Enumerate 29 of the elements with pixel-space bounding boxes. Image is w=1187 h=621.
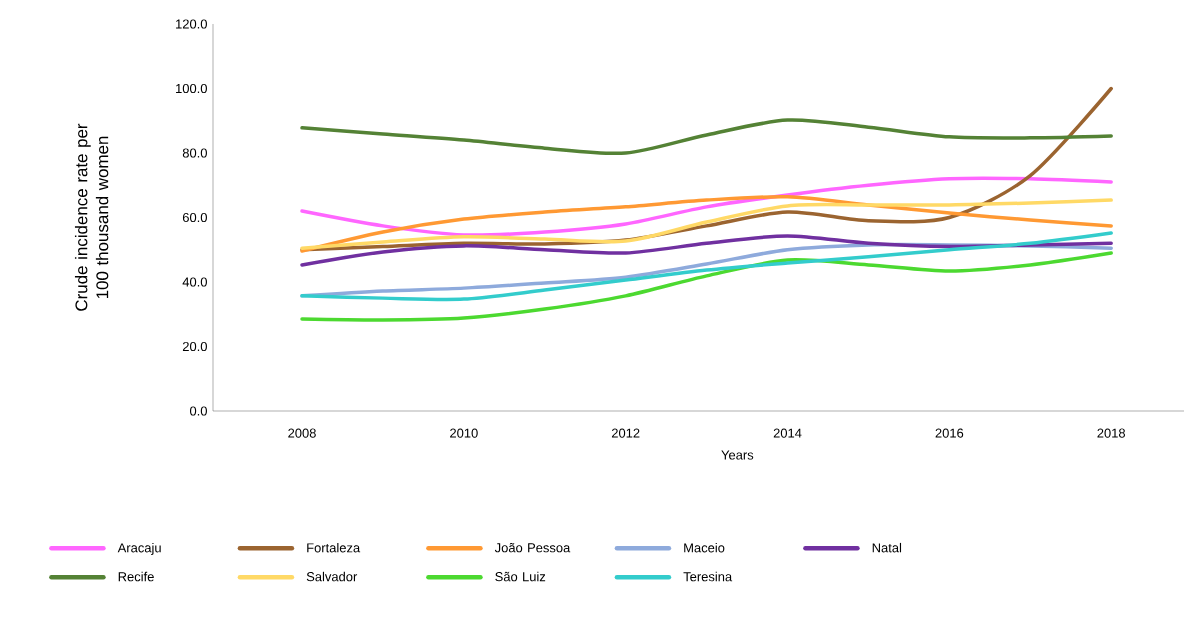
- y-tick-label: 60.0: [182, 212, 207, 223]
- line-series: [300, 176, 1113, 237]
- y-tick-label: 20.0: [182, 341, 207, 352]
- line-series: [300, 118, 1113, 156]
- legend-label: São Luiz: [495, 571, 546, 582]
- x-axis-title: Years: [721, 450, 754, 460]
- y-tick-label: 120.0: [176, 19, 207, 29]
- line-series: [300, 231, 1113, 302]
- legend-label: Recife: [118, 571, 154, 582]
- legend-label: Aracaju: [117, 542, 161, 555]
- x-tick-label: 2010: [450, 428, 478, 438]
- legend-label: Teresina: [683, 571, 733, 582]
- x-tick-label: 2018: [1097, 428, 1126, 438]
- line-series: [300, 234, 1113, 267]
- y-tick-label: 0.0: [189, 406, 207, 416]
- legend-label: João Pessoa: [494, 542, 571, 553]
- y-axis-title: Crude incidence rate per 100 thousand women: [74, 123, 109, 311]
- y-tick-label: 80.0: [182, 148, 207, 158]
- legend-label: Salvador: [306, 571, 358, 582]
- x-tick-label: 2008: [288, 428, 316, 438]
- legend-label: Fortaleza: [307, 542, 361, 553]
- line-series: [300, 251, 1113, 322]
- y-tick-label: 100.0: [176, 83, 207, 94]
- y-tick-label: 40.0: [182, 277, 207, 287]
- x-tick-label: 2016: [935, 428, 964, 438]
- legend-label: Maceio: [684, 542, 725, 553]
- x-tick-label: 2014: [773, 428, 802, 438]
- x-tick-label: 2012: [611, 428, 640, 438]
- legend-label: Natal: [872, 542, 902, 553]
